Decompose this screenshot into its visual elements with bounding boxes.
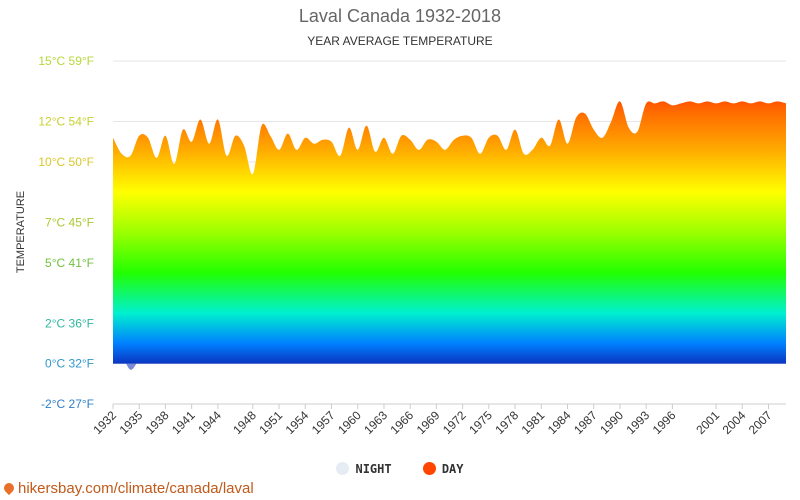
x-tick-label: 2007 <box>746 408 775 437</box>
legend-label-night: NIGHT <box>355 462 392 476</box>
x-tick-label: 1993 <box>623 408 652 437</box>
x-tick-label: 1957 <box>309 408 338 437</box>
night-temperature-area <box>113 295 786 370</box>
y-tick-label: 12°C 54°F <box>38 115 94 129</box>
x-tick-label: 2001 <box>693 408 722 437</box>
chart-subtitle: YEAR AVERAGE TEMPERATURE <box>307 34 493 48</box>
x-tick-label: 1987 <box>571 408 600 437</box>
x-tick-label: 1941 <box>169 408 198 437</box>
footer-text: hikersbay.com/climate/canada/laval <box>18 480 254 497</box>
legend-label-day: DAY <box>441 462 464 476</box>
x-tick-label: 1969 <box>414 408 443 437</box>
y-tick-label: -2°C 27°F <box>41 397 94 411</box>
x-tick-label: 1960 <box>335 408 364 437</box>
x-tick-label: 1948 <box>230 408 259 437</box>
x-tick-label: 2004 <box>720 408 749 437</box>
x-tick-label: 1938 <box>143 408 172 437</box>
x-tick-label: 1966 <box>388 408 417 437</box>
legend-dot-day <box>422 462 436 475</box>
y-axis-label: TEMPERATURE <box>15 191 27 273</box>
x-tick-label: 1981 <box>519 408 548 437</box>
x-tick-label: 1951 <box>256 408 285 437</box>
x-tick-label: 1978 <box>492 408 521 437</box>
x-tick-label: 1972 <box>440 408 469 437</box>
x-tick-label: 1932 <box>90 408 119 437</box>
location-pin-icon <box>1 480 17 496</box>
x-tick-label: 1996 <box>650 408 679 437</box>
x-tick-label: 1984 <box>545 408 574 437</box>
footer-link[interactable]: hikersbay.com/climate/canada/laval <box>1 480 254 497</box>
legend-item-day[interactable]: DAY <box>422 462 464 476</box>
y-tick-label: 5°C 41°F <box>45 256 94 270</box>
y-tick-label: 10°C 50°F <box>38 155 94 169</box>
x-tick-label: 1935 <box>117 408 146 437</box>
y-tick-label: 0°C 32°F <box>45 357 94 371</box>
legend: NIGHT DAY <box>0 462 800 476</box>
day-temperature-area <box>113 101 786 364</box>
x-tick-label: 1954 <box>283 408 312 437</box>
y-tick-label: 7°C 45°F <box>45 215 94 229</box>
x-tick-label: 1944 <box>195 408 224 437</box>
x-tick-label: 1975 <box>466 408 495 437</box>
chart-title: Laval Canada 1932-2018 <box>298 6 502 26</box>
x-tick-label: 1990 <box>597 408 626 437</box>
x-tick-label: 1963 <box>361 408 390 437</box>
legend-item-night[interactable]: NIGHT <box>336 462 392 476</box>
y-tick-label: 15°C 59°F <box>38 54 94 68</box>
legend-dot-night <box>336 462 350 475</box>
y-tick-label: 2°C 36°F <box>45 316 94 330</box>
